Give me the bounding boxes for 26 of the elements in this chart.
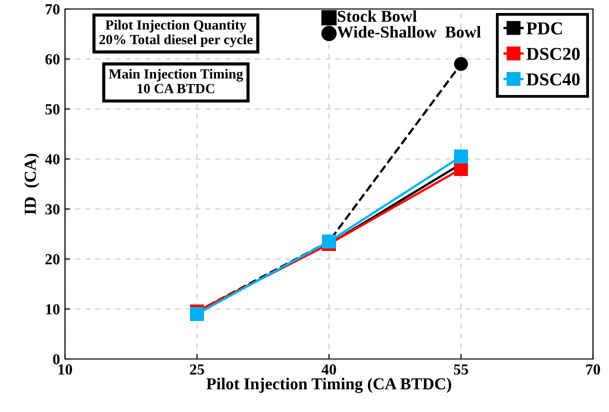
annotation: Pilot Injection Quantity 20% Total diesel per cycle: [99, 20, 253, 48]
annotation: Stock Bowl: [338, 10, 417, 22]
legend-label: DSC20: [526, 48, 580, 60]
y-tick-label: 10: [46, 304, 60, 314]
point: [190, 307, 204, 321]
y-tick-label: 20: [46, 254, 60, 264]
point: [454, 150, 468, 164]
y-tick-label: 30: [45, 204, 60, 214]
y-axis-title: ID (CA): [24, 154, 40, 214]
x-tick-label: 70: [586, 364, 600, 375]
x-tick-label: 10: [58, 364, 72, 375]
x-tick-label: 55: [454, 364, 468, 375]
x-tick-label: 25: [190, 364, 204, 375]
y-tick-label: 70: [46, 4, 60, 14]
y-tick-label: 50: [45, 104, 60, 114]
y-tick-label: 40: [45, 154, 60, 164]
point: [454, 162, 468, 176]
y-tick-label: 0: [53, 354, 60, 364]
legend-label: PDC: [526, 22, 562, 34]
point: [454, 57, 468, 71]
x-axis-title: Pilot Injection Timing (CA BTDC): [206, 378, 452, 393]
x-tick-label: 40: [322, 364, 336, 375]
legend-label: DSC40: [526, 73, 580, 86]
annotation: Wide-Shallow Bowl: [337, 26, 481, 38]
annotation: Main Injection Timing 10 CA BTDC: [108, 68, 244, 94]
y-tick-label: 60: [45, 54, 60, 64]
